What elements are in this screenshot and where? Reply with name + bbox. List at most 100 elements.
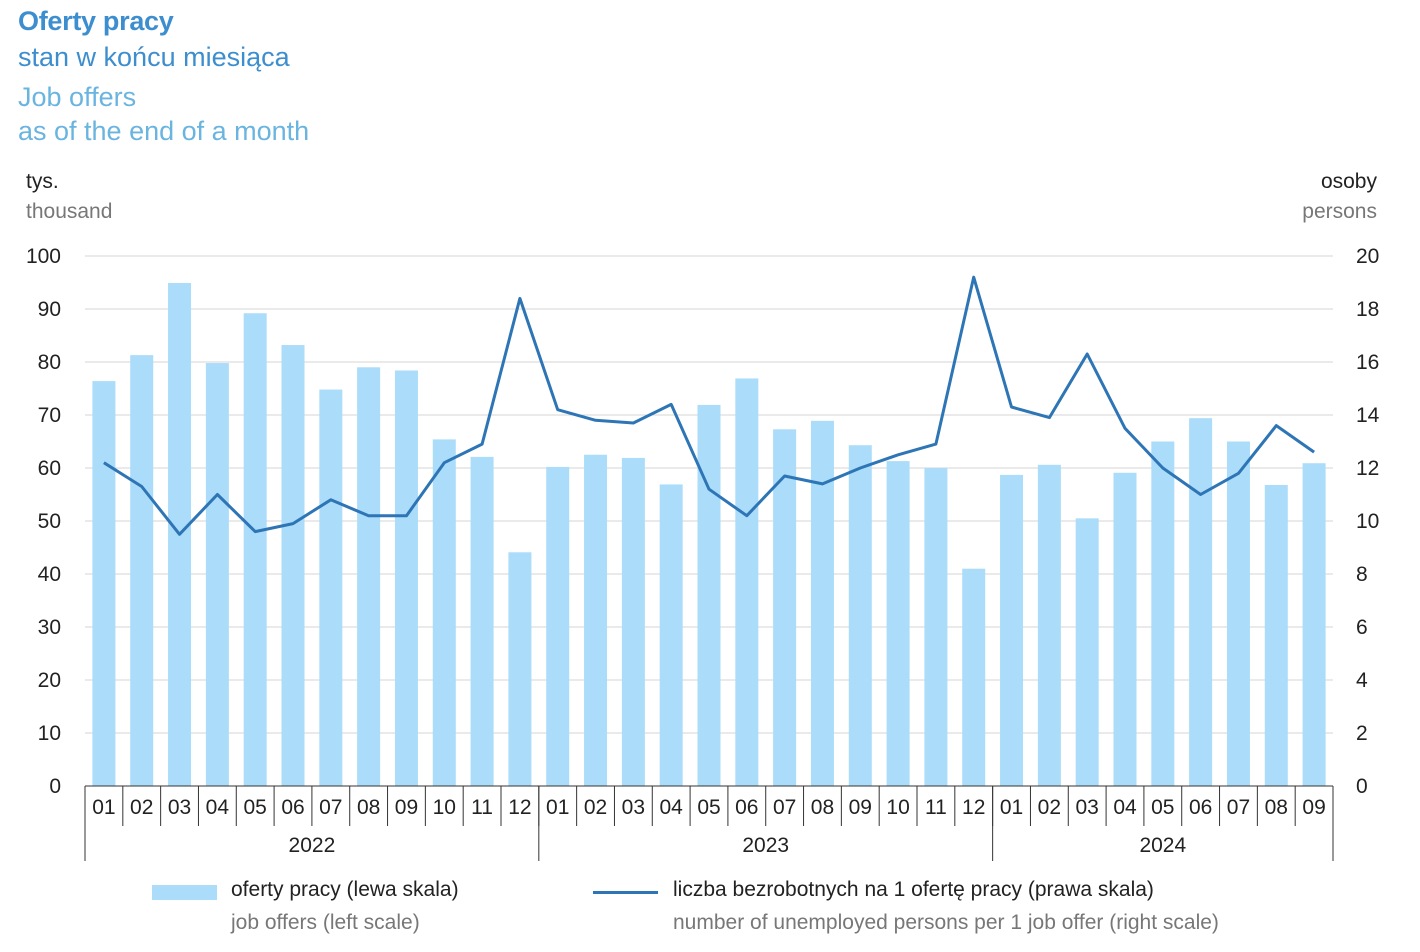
bar	[1037, 464, 1061, 786]
y-left-tick-label: 30	[38, 616, 61, 639]
y-left-tick-label: 0	[49, 775, 61, 798]
x-tick-label: 04	[660, 796, 684, 819]
x-tick-label: 05	[1151, 796, 1174, 819]
y-right-tick-label: 14	[1356, 404, 1380, 427]
bar	[508, 552, 532, 786]
x-tick-label: 12	[508, 796, 531, 819]
chart-subtitle-en: as of the end of a month	[18, 116, 310, 146]
chart-title: Oferty pracy	[18, 6, 174, 36]
bar	[1302, 463, 1326, 786]
legend-line-swatch	[593, 891, 658, 894]
y-left-tick-label: 20	[38, 669, 61, 692]
bar	[621, 457, 645, 786]
legend-bars-label: oferty pracy (lewa skala)	[231, 878, 459, 901]
year-label: 2022	[289, 834, 336, 857]
bar	[886, 461, 910, 786]
y-left-tick-label: 80	[38, 351, 61, 374]
y-right-tick-label: 16	[1356, 351, 1379, 374]
x-tick-label: 02	[584, 796, 607, 819]
x-tick-label: 09	[395, 796, 418, 819]
bar	[319, 389, 343, 786]
x-tick-label: 08	[811, 796, 834, 819]
x-tick-label: 04	[1113, 796, 1137, 819]
legend-bars-label-en: job offers (left scale)	[231, 911, 420, 934]
bar	[432, 439, 456, 786]
year-label: 2023	[742, 834, 789, 857]
bar	[1151, 441, 1175, 786]
left-unit-pl: tys.	[26, 170, 59, 193]
left-unit-en: thousand	[26, 200, 113, 223]
bar	[1189, 418, 1213, 786]
y-right-tick-label: 12	[1356, 457, 1379, 480]
bar	[1000, 474, 1024, 786]
x-tick-label: 03	[622, 796, 645, 819]
legend-bar-swatch	[152, 885, 217, 900]
bar	[735, 378, 759, 786]
bar	[470, 456, 494, 786]
y-right-tick-label: 20	[1356, 245, 1379, 268]
y-left-tick-label: 100	[26, 245, 61, 268]
bar	[546, 466, 570, 786]
x-tick-label: 10	[433, 796, 456, 819]
bar	[848, 445, 872, 786]
y-left-tick-label: 70	[38, 404, 61, 427]
x-tick-label: 06	[1189, 796, 1212, 819]
x-tick-label: 10	[886, 796, 909, 819]
y-right-tick-label: 10	[1356, 510, 1379, 533]
y-left-tick-label: 90	[38, 298, 61, 321]
bar	[924, 468, 948, 786]
y-right-tick-label: 18	[1356, 298, 1379, 321]
y-left-tick-label: 40	[38, 563, 61, 586]
bar	[130, 355, 154, 786]
x-tick-label: 03	[168, 796, 191, 819]
bar	[810, 420, 834, 786]
y-right-tick-label: 2	[1356, 722, 1368, 745]
x-tick-label: 01	[546, 796, 569, 819]
bar	[357, 367, 381, 786]
x-tick-label: 11	[925, 796, 947, 819]
bar	[1264, 484, 1288, 786]
chart-subtitle-pl: stan w końcu miesiąca	[18, 42, 290, 72]
right-unit-en: persons	[1302, 200, 1377, 223]
bar	[92, 381, 116, 786]
bar	[243, 313, 267, 786]
bar	[584, 454, 608, 786]
x-tick-label: 09	[849, 796, 872, 819]
year-label: 2024	[1139, 834, 1186, 857]
x-tick-label: 12	[962, 796, 985, 819]
x-tick-label: 06	[735, 796, 758, 819]
y-left-tick-label: 60	[38, 457, 61, 480]
bar	[281, 345, 305, 786]
bar	[1226, 441, 1250, 786]
y-right-tick-label: 6	[1356, 616, 1368, 639]
x-tick-label: 04	[206, 796, 230, 819]
legend-line-label-en: number of unemployed persons per 1 job o…	[673, 911, 1219, 934]
x-tick-label: 08	[357, 796, 380, 819]
x-tick-label: 05	[244, 796, 267, 819]
x-tick-label: 02	[1038, 796, 1061, 819]
x-tick-label: 01	[92, 796, 115, 819]
bar	[205, 363, 229, 786]
chart-title-en: Job offers	[18, 82, 137, 112]
x-tick-label: 03	[1076, 796, 1099, 819]
bar	[1075, 518, 1099, 786]
x-tick-label: 07	[319, 796, 342, 819]
x-tick-label: 02	[130, 796, 153, 819]
y-right-tick-label: 0	[1356, 775, 1368, 798]
bar	[962, 568, 986, 786]
y-right-tick-label: 4	[1356, 669, 1368, 692]
bar	[659, 484, 683, 786]
bar	[394, 370, 418, 786]
bar	[697, 404, 721, 786]
x-tick-label: 06	[281, 796, 304, 819]
bar	[773, 429, 797, 786]
x-tick-label: 07	[773, 796, 796, 819]
x-tick-label: 05	[697, 796, 720, 819]
x-tick-label: 09	[1302, 796, 1325, 819]
x-tick-label: 08	[1265, 796, 1288, 819]
x-tick-label: 07	[1227, 796, 1250, 819]
legend-line-label: liczba bezrobotnych na 1 ofertę pracy (p…	[673, 878, 1154, 901]
y-left-tick-label: 50	[38, 510, 61, 533]
right-unit-pl: osoby	[1320, 170, 1377, 193]
